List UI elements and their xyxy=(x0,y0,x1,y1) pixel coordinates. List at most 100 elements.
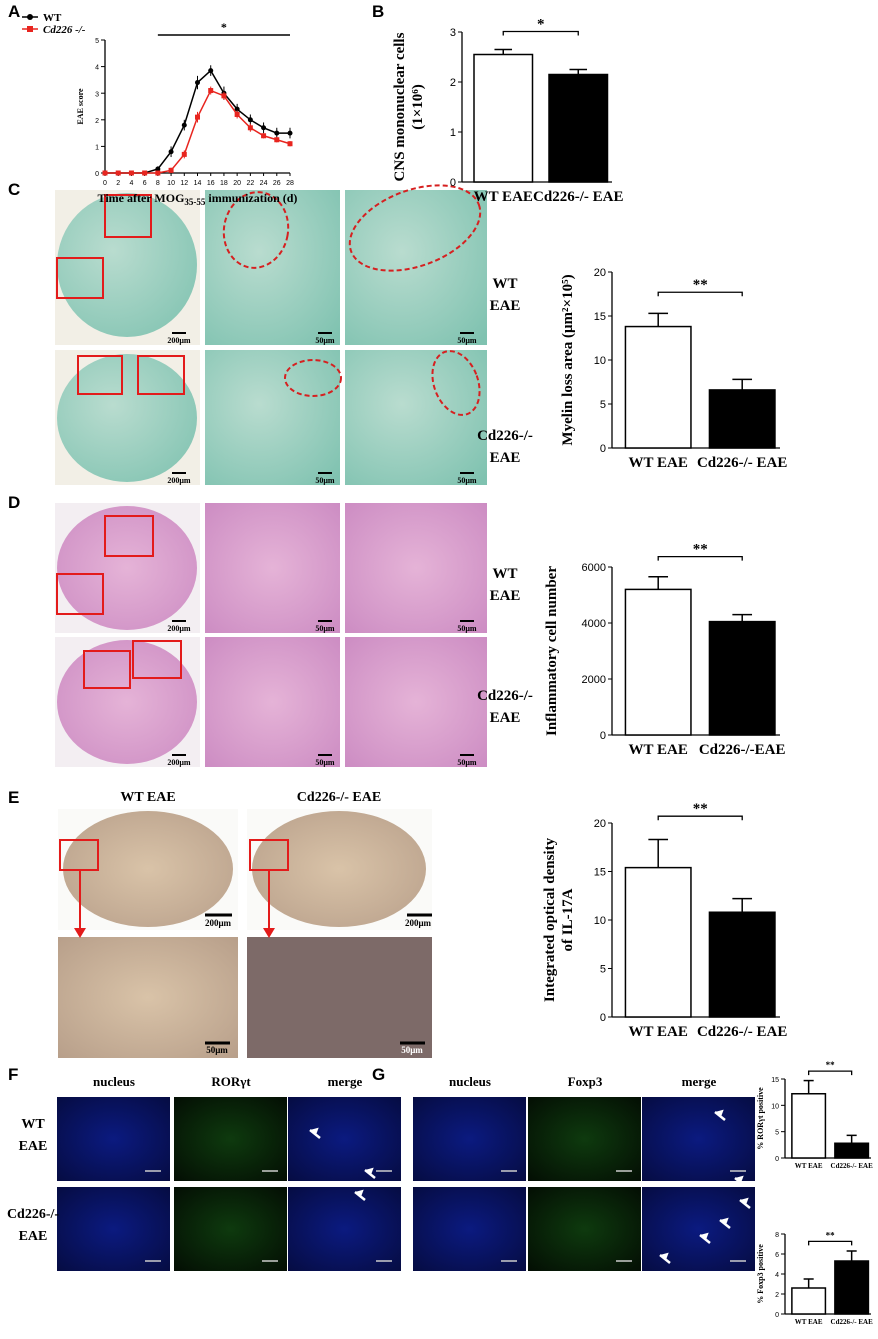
y-axis-title: EAE score xyxy=(76,88,85,125)
label: 50μm xyxy=(457,336,477,345)
x-tick-label: WT EAE xyxy=(629,742,688,758)
panel-label: C xyxy=(8,180,20,199)
bar xyxy=(708,620,776,736)
x-tick-label: WT EAE xyxy=(474,189,533,205)
y-axis-title: % RORγt positive xyxy=(756,1087,765,1150)
x-tick-label: 8 xyxy=(156,180,160,187)
label: 200μm xyxy=(167,624,191,633)
legend-label: WT xyxy=(43,12,62,24)
point xyxy=(102,170,108,176)
label: 200μm xyxy=(167,758,191,767)
point xyxy=(181,122,187,128)
significance: * xyxy=(537,17,545,33)
significance-bracket xyxy=(808,1240,853,1246)
point xyxy=(247,125,253,131)
x-tick-label: 10 xyxy=(167,180,175,187)
bar xyxy=(624,588,692,736)
image-panel xyxy=(205,637,340,767)
roi-box xyxy=(104,515,154,557)
label: 50μm xyxy=(457,476,477,485)
x-axis-title-part: Time after MOG xyxy=(98,191,185,205)
image-panel xyxy=(58,937,238,1058)
panel-label: B xyxy=(372,2,384,21)
y-tick-label: 0 xyxy=(600,443,606,455)
point xyxy=(115,170,121,176)
label: WT EAE xyxy=(120,790,175,805)
y-axis-title: of IL-17A xyxy=(560,888,576,951)
y-tick-label: 0 xyxy=(600,1012,606,1024)
panel-label: G xyxy=(372,1065,385,1084)
lesion-outline xyxy=(431,350,481,416)
point xyxy=(168,149,174,155)
label: EAE xyxy=(490,298,521,314)
image-panel xyxy=(345,503,487,633)
image-panel xyxy=(174,1097,287,1181)
x-tick-label: 4 xyxy=(129,180,133,187)
point xyxy=(181,151,187,157)
image-panel xyxy=(528,1097,641,1181)
image-panel xyxy=(247,937,432,1058)
y-tick-label: 20 xyxy=(594,818,606,830)
point xyxy=(168,167,174,173)
significance: ** xyxy=(826,1230,836,1240)
significance-bracket xyxy=(808,1070,853,1076)
y-tick-label: 3 xyxy=(450,27,456,39)
label: EAE xyxy=(490,710,521,726)
image-panel xyxy=(57,1097,170,1181)
panel-label: D xyxy=(8,493,20,512)
bar xyxy=(708,389,776,449)
label: EAE xyxy=(19,1229,48,1244)
significance: ** xyxy=(693,542,708,558)
image-panel xyxy=(288,1097,401,1181)
point xyxy=(234,111,240,117)
y-tick-label: 15 xyxy=(594,311,606,323)
significance-bracket xyxy=(502,30,579,36)
label: 200μm xyxy=(205,918,232,928)
point xyxy=(208,68,214,74)
x-tick-label: 2 xyxy=(116,180,120,187)
arrow-head xyxy=(720,1217,729,1226)
image-panel xyxy=(205,350,340,485)
roi-box xyxy=(104,194,152,238)
label: nucleus xyxy=(93,1074,135,1089)
point xyxy=(155,166,161,172)
y-axis-title: Myelin loss area (μm²×10⁵) xyxy=(560,274,576,445)
arrow-head xyxy=(735,1175,744,1184)
label: Cd226-/- xyxy=(477,428,533,444)
tissue xyxy=(57,354,197,482)
y-tick-label: 10 xyxy=(594,355,606,367)
y-tick-label: 10 xyxy=(771,1103,779,1110)
arrow-head xyxy=(355,1189,364,1198)
image-panel xyxy=(288,1187,401,1271)
lesion-outline xyxy=(222,191,290,269)
point xyxy=(195,114,200,120)
arrow-head xyxy=(74,928,86,938)
point xyxy=(155,170,161,176)
y-axis-title: Integrated optical density xyxy=(542,837,558,1002)
bar xyxy=(624,325,692,449)
label: 50μm xyxy=(457,758,477,767)
label: 50μm xyxy=(315,476,335,485)
label: nucleus xyxy=(449,1074,491,1089)
y-tick-label: 2000 xyxy=(582,674,606,686)
label: 50μm xyxy=(315,624,335,633)
x-tick-label: 12 xyxy=(180,180,188,187)
x-tick-label: Cd226-/- EAE xyxy=(831,1318,874,1326)
y-tick-label: 10 xyxy=(594,915,606,927)
y-axis-title: % Foxp3 positive xyxy=(756,1244,765,1304)
label: EAE xyxy=(19,1139,48,1154)
point xyxy=(208,88,214,94)
x-tick-label: Cd226-/- EAE xyxy=(697,1024,787,1040)
point xyxy=(261,133,267,139)
bar xyxy=(834,1142,870,1159)
image-panel xyxy=(57,1187,170,1271)
image-panel xyxy=(205,190,340,345)
image-panel xyxy=(642,1097,755,1181)
x-tick-label: WT EAE xyxy=(629,455,688,471)
roi-box xyxy=(56,573,104,615)
y-tick-label: 1 xyxy=(450,127,456,139)
arrow-head xyxy=(660,1252,669,1261)
label: 50μm xyxy=(315,336,335,345)
label: RORγt xyxy=(211,1074,251,1089)
